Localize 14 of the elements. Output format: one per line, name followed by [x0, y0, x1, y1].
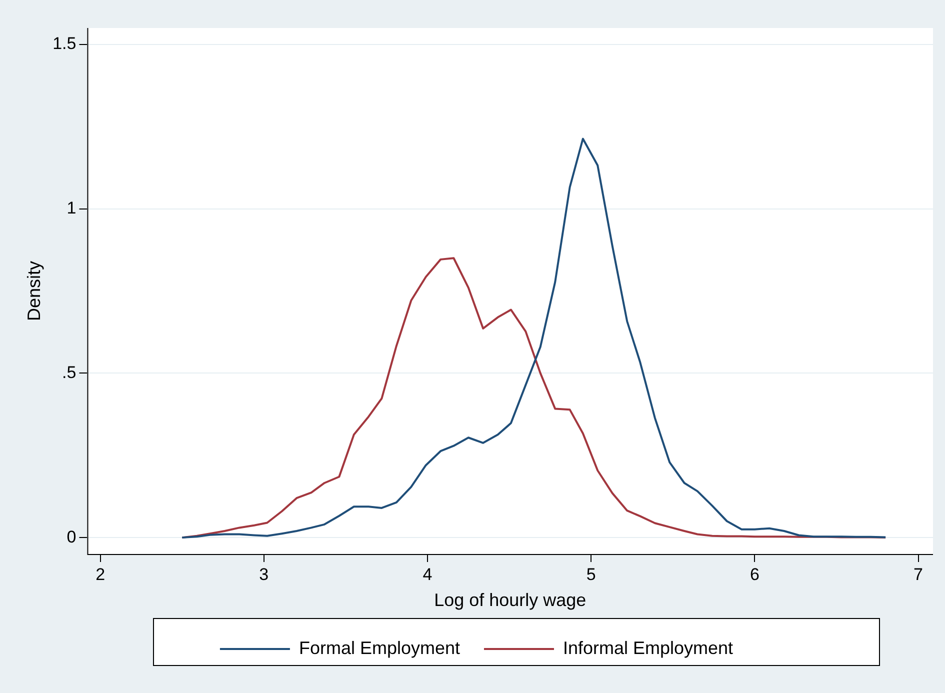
x-tick-label: 6 — [750, 564, 760, 584]
x-tick-label: 3 — [259, 564, 269, 584]
x-tick-label: 7 — [914, 564, 924, 584]
x-axis-title: Log of hourly wage — [434, 590, 586, 610]
y-tick-label: .5 — [62, 362, 76, 382]
x-tick-label: 2 — [96, 564, 106, 584]
y-axis-title: Density — [24, 260, 44, 322]
legend-label: Informal Employment — [562, 638, 734, 658]
y-tick-label: 0 — [66, 527, 76, 546]
y-tick-label: 1 — [66, 198, 76, 218]
x-tick-label: 4 — [422, 564, 432, 584]
x-tick-label: 5 — [586, 564, 596, 584]
y-tick-label: 1.5 — [52, 34, 76, 54]
legend-label: Formal Employment — [298, 638, 460, 658]
